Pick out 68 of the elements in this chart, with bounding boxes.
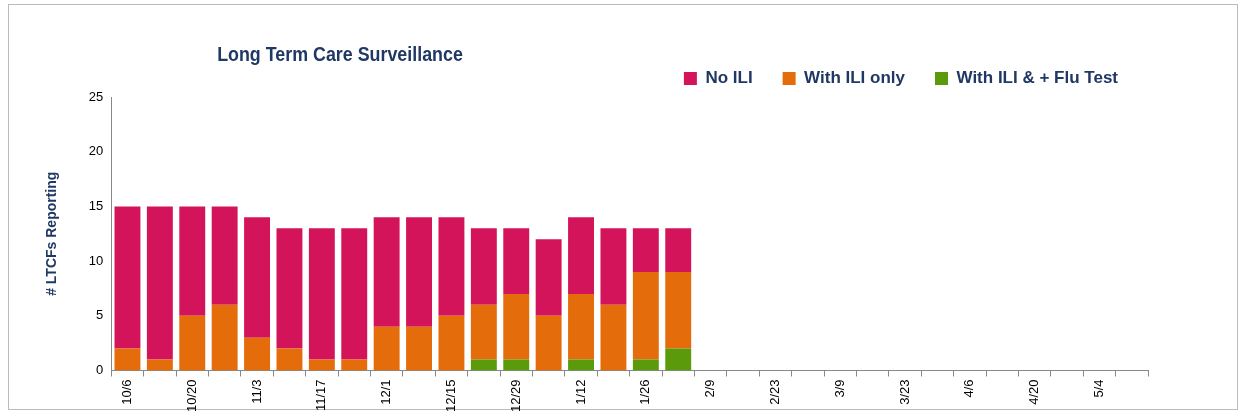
bar bbox=[406, 217, 432, 327]
bar bbox=[146, 359, 173, 371]
legend-label: With ILI only bbox=[804, 68, 906, 88]
bar bbox=[470, 228, 497, 305]
y-tick-label: 5 bbox=[96, 307, 104, 323]
x-tick-label: 12/1 bbox=[378, 379, 394, 405]
x-tick-label: 4/6 bbox=[961, 379, 977, 398]
bar bbox=[438, 315, 465, 371]
bar bbox=[535, 315, 562, 371]
x-tick-label: 10/20 bbox=[183, 379, 199, 413]
x-tick-label: 5/4 bbox=[1090, 379, 1106, 398]
x-tick-label: 1/12 bbox=[572, 379, 588, 405]
bar bbox=[665, 228, 692, 273]
bar bbox=[308, 359, 335, 371]
y-tick-label: 15 bbox=[88, 197, 104, 213]
bar bbox=[632, 228, 659, 273]
bar bbox=[114, 348, 141, 371]
x-tick-label: 3/23 bbox=[896, 379, 912, 405]
bar bbox=[438, 217, 465, 316]
bar bbox=[600, 228, 627, 305]
x-tick-label: 12/15 bbox=[443, 379, 459, 413]
bar bbox=[470, 304, 497, 360]
bar bbox=[179, 315, 206, 371]
bar bbox=[406, 326, 432, 371]
x-tick-label: 3/9 bbox=[831, 379, 847, 398]
x-tick-label: 11/3 bbox=[248, 379, 264, 404]
bar bbox=[276, 228, 303, 349]
y-axis-title: # LTCFs Reporting bbox=[43, 171, 60, 296]
legend-label: With ILI & + Flu Test bbox=[956, 68, 1119, 88]
bar bbox=[373, 217, 400, 327]
legend-label: No ILI bbox=[705, 68, 753, 88]
bar bbox=[535, 239, 562, 316]
y-tick-label: 0 bbox=[96, 362, 104, 378]
bar bbox=[146, 206, 173, 360]
bar bbox=[503, 359, 530, 371]
x-tick-label: 12/29 bbox=[507, 379, 523, 413]
bar bbox=[244, 217, 271, 338]
x-tick-label: 11/17 bbox=[313, 379, 329, 412]
bar bbox=[665, 348, 692, 371]
bar bbox=[276, 348, 303, 371]
bar bbox=[373, 326, 400, 371]
x-tick-label: 2/23 bbox=[767, 379, 782, 405]
y-tick-label: 25 bbox=[88, 88, 104, 104]
bar bbox=[308, 228, 335, 360]
y-tick-label: 20 bbox=[88, 143, 104, 159]
x-tick-label: 10/6 bbox=[119, 379, 135, 405]
bar bbox=[470, 359, 497, 371]
bar bbox=[341, 359, 368, 371]
y-tick-label: 10 bbox=[88, 252, 104, 268]
bar bbox=[632, 272, 659, 360]
bar bbox=[600, 304, 627, 371]
bar bbox=[568, 293, 594, 360]
bar bbox=[179, 206, 206, 316]
bar bbox=[503, 228, 530, 294]
bar bbox=[568, 217, 594, 294]
bar bbox=[211, 206, 238, 305]
x-tick-label: 1/26 bbox=[637, 379, 653, 405]
bar bbox=[244, 337, 271, 371]
x-tick-label: 2/9 bbox=[702, 379, 718, 398]
bar bbox=[665, 272, 692, 349]
x-tick-label: 4/20 bbox=[1026, 379, 1042, 405]
bar bbox=[568, 359, 594, 371]
bar bbox=[632, 359, 659, 371]
bar bbox=[503, 293, 530, 360]
chart-title: Long Term Care Surveillance bbox=[216, 42, 464, 66]
bar bbox=[341, 228, 368, 360]
bar bbox=[211, 304, 238, 371]
bar bbox=[114, 206, 141, 349]
